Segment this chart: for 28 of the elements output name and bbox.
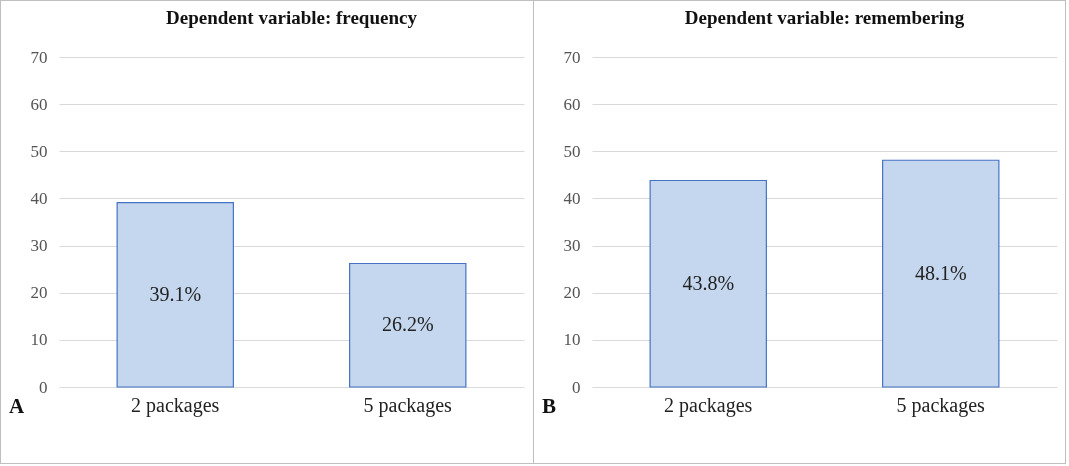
y-tick-label: 50 [563, 141, 581, 161]
y-tick-label: 0 [572, 377, 581, 397]
y-tick-label: 60 [563, 94, 581, 114]
data-label: 43.8% [682, 271, 735, 294]
text: A [9, 394, 25, 418]
data-label: 26.2% [381, 313, 434, 336]
x-tick-label: 2 packages [664, 393, 753, 417]
text: B [542, 394, 557, 418]
y-tick-label: 20 [563, 283, 581, 303]
chart-title: Dependent variable: frequency [166, 7, 418, 28]
y-tick-label: 60 [30, 94, 48, 114]
data-label: 39.1% [149, 282, 202, 305]
y-tick-label: 40 [563, 188, 581, 208]
y-tick-label: 70 [563, 47, 581, 67]
data-label: 48.1% [914, 261, 967, 284]
y-tick-label: 50 [30, 141, 48, 161]
y-tick-label: 20 [30, 283, 48, 303]
x-tick-label: 5 packages [896, 393, 986, 417]
y-tick-label: 30 [30, 236, 48, 256]
y-tick-label: 0 [39, 377, 48, 397]
y-tick-label: 70 [30, 47, 48, 67]
x-tick-label: 5 packages [363, 393, 453, 417]
y-tick-label: 10 [30, 330, 48, 350]
y-tick-label: 10 [563, 330, 581, 350]
y-tick-label: 40 [30, 188, 48, 208]
chart-title: Dependent variable: remembering [684, 7, 965, 28]
y-tick-label: 30 [563, 236, 581, 256]
x-tick-label: 2 packages [131, 393, 220, 417]
